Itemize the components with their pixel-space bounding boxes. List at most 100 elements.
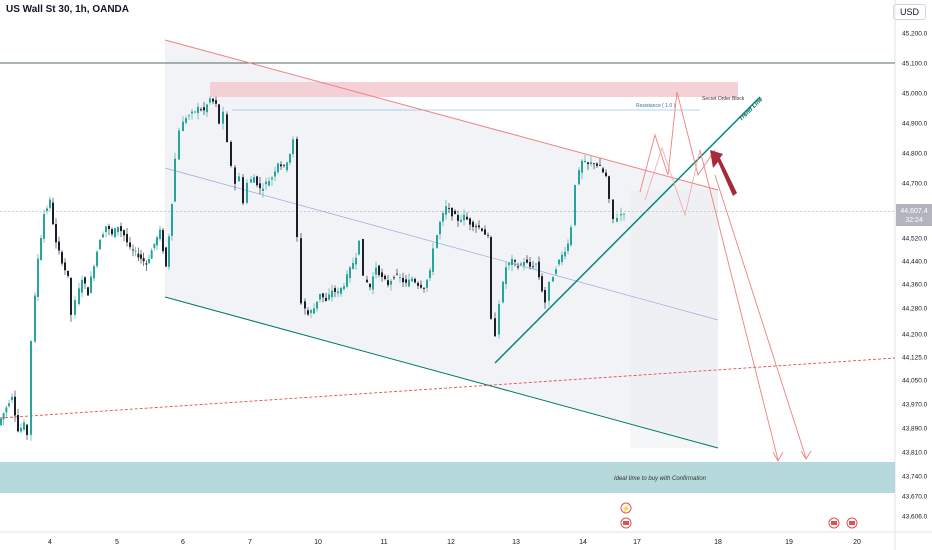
candle-body [215, 100, 217, 104]
candle-body [349, 267, 351, 279]
candle-body [148, 258, 150, 264]
candle-body [84, 277, 86, 284]
candle-body [52, 202, 54, 225]
y-tick-label: 43,810.0 [902, 450, 928, 457]
currency-button[interactable]: USD [892, 4, 926, 20]
candle-body [570, 227, 572, 246]
candle-body [174, 158, 176, 202]
candle-body [200, 109, 202, 111]
candle-body [185, 118, 187, 123]
candle-body [487, 234, 489, 236]
candle-body [8, 403, 10, 407]
candle-body [529, 262, 531, 267]
channel-mid-line [164, 167, 719, 321]
y-tick-label: 44,125.0 [902, 355, 928, 362]
candle-body [168, 236, 170, 267]
sell-arrow [710, 150, 737, 196]
y-tick-label: 44,700.0 [902, 181, 928, 188]
candle-body [469, 218, 471, 225]
candle-body [612, 199, 614, 220]
candle-body [498, 304, 500, 335]
candle-body [405, 279, 407, 283]
candle-body [417, 282, 419, 286]
candle-body [481, 228, 483, 231]
candle-body [23, 422, 25, 430]
y-tick-label: 44,200.0 [902, 332, 928, 339]
candle-body [58, 241, 60, 251]
candle-body [5, 407, 8, 413]
candle-body [564, 251, 566, 257]
candle-body [178, 130, 180, 160]
x-tick-label: 11 [380, 539, 387, 546]
candle-body [134, 250, 137, 252]
candle-body [114, 228, 116, 238]
candle-body [259, 183, 261, 189]
candle-body [203, 107, 205, 111]
candle-body [300, 238, 302, 304]
candle-body [390, 280, 392, 285]
candle-body [182, 121, 184, 132]
candle-body [99, 239, 101, 250]
candle-body [561, 254, 563, 263]
candle-body [567, 243, 569, 251]
candle-body [369, 283, 371, 288]
y-tick-label: 43,740.0 [902, 474, 928, 481]
candle-body [250, 179, 252, 183]
candle-body [162, 230, 164, 252]
candle-body [132, 249, 134, 251]
candle-body [602, 168, 604, 173]
candle-body [212, 98, 214, 102]
y-tick-label: 44,800.0 [902, 151, 928, 158]
candle-body [399, 277, 401, 278]
candle-body [502, 281, 504, 303]
secret-order-block [210, 82, 738, 97]
candle-body [372, 276, 374, 290]
candle-body [343, 286, 345, 290]
candle-body [414, 278, 416, 283]
candle-body [74, 299, 76, 315]
svg-text:⚡: ⚡ [622, 504, 631, 513]
candle-body [590, 162, 592, 165]
candle-body [234, 167, 236, 184]
candle-body [283, 164, 285, 166]
candle-body [593, 163, 595, 165]
event-icon-flag-us[interactable] [620, 517, 632, 529]
candle-body [37, 258, 39, 297]
candle-body [242, 177, 244, 204]
candle-body [206, 104, 208, 113]
candle-body [358, 240, 360, 255]
candle-body [253, 177, 255, 183]
arrow-head-1 [772, 451, 784, 462]
candle-body [159, 229, 161, 240]
candle-body [262, 188, 264, 191]
candle-body [517, 266, 519, 268]
y-tick-label: 44,520.0 [902, 236, 928, 243]
event-icon-flag-us-3[interactable] [846, 517, 858, 529]
candle-body [325, 297, 327, 301]
candle-body [599, 164, 601, 166]
projection-path [639, 91, 716, 193]
candle-body [310, 310, 312, 313]
candle-body [322, 293, 324, 298]
candle-body [137, 253, 140, 258]
candle-body [362, 239, 364, 276]
candle-body [436, 235, 438, 248]
event-icon-flag-us-2[interactable] [828, 517, 840, 529]
candle-body [105, 226, 107, 233]
candle-body [475, 226, 477, 228]
candle-body [520, 263, 522, 265]
candle-body [423, 287, 425, 289]
candle-body [337, 291, 339, 294]
candle-body [197, 106, 199, 113]
candle-body [191, 111, 193, 114]
candle-body [541, 276, 543, 292]
x-axis: 4 5 6 7 10 11 12 13 14 17 18 19 20 [48, 539, 861, 546]
candle-body [289, 153, 291, 163]
projection-path-2 [644, 146, 701, 217]
y-tick-label: 45,100.0 [902, 61, 928, 68]
candle-body [46, 208, 48, 212]
event-icon-lightning[interactable]: ⚡ [620, 502, 632, 514]
candle-body [420, 284, 422, 288]
candle-body [274, 171, 276, 177]
